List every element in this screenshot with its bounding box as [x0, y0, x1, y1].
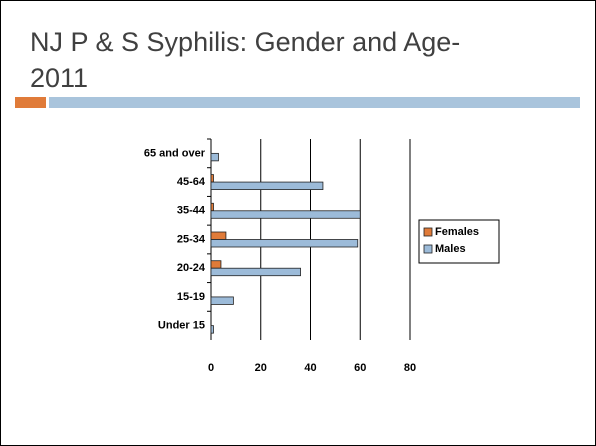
- y-tick-label: 20-24: [177, 262, 206, 274]
- accent-bar: [15, 97, 46, 108]
- y-tick-label: 45-64: [177, 176, 206, 188]
- bar: [210, 174, 214, 183]
- y-tick-label: 15-19: [177, 291, 205, 303]
- x-tick-label: 0: [208, 362, 214, 374]
- legend-box: [418, 219, 500, 264]
- title-line: NJ P & S Syphilis: Gender and Age-: [30, 27, 460, 57]
- legend-label: Females: [435, 226, 479, 238]
- y-tick-label: 25-34: [177, 233, 206, 245]
- bar: [210, 152, 219, 162]
- bar: [210, 231, 227, 240]
- bar: [210, 267, 301, 277]
- x-tick-label: 60: [354, 362, 366, 374]
- bar: [210, 181, 324, 190]
- bar: [210, 260, 222, 269]
- bar: [210, 210, 361, 219]
- bar: [210, 325, 214, 334]
- y-tick-label: 35-44: [177, 205, 206, 217]
- x-tick-label: 80: [404, 362, 416, 374]
- accent-bar: [49, 97, 580, 108]
- bar: [210, 202, 214, 212]
- legend-label: Males: [435, 243, 466, 255]
- y-tick-label: 65 and over: [144, 147, 206, 159]
- x-tick-label: 20: [255, 362, 267, 374]
- legend-swatch: [423, 227, 433, 237]
- x-tick-label: 40: [304, 362, 316, 374]
- bar: [210, 239, 359, 248]
- title-line: 2011: [30, 63, 88, 93]
- y-tick-label: Under 15: [158, 320, 205, 332]
- bar: [210, 296, 234, 305]
- legend-swatch: [423, 244, 433, 254]
